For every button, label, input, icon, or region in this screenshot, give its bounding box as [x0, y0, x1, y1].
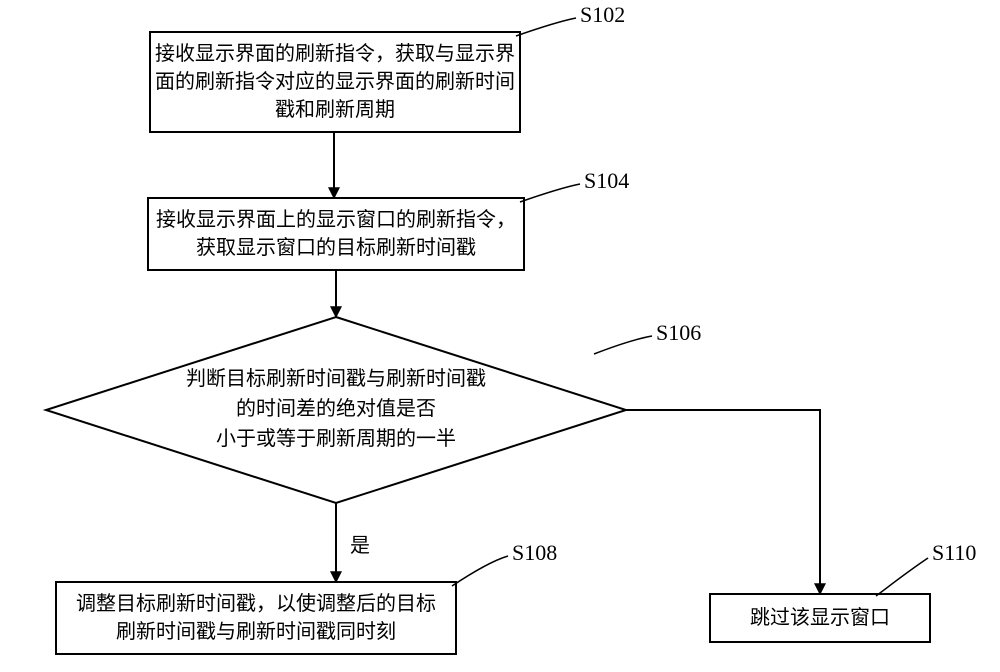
- label-s106: S106: [656, 320, 701, 345]
- node-s104: 接收显示界面上的显示窗口的刷新指令， 获取显示窗口的目标刷新时间戳 S104: [148, 168, 629, 270]
- label-s108: S108: [512, 540, 557, 565]
- leader-s104: [520, 184, 580, 202]
- node-s106-line-1: 的时间差的绝对值是否: [236, 397, 436, 420]
- node-s102-line-1: 面的刷新指令对应的显示界面的刷新时间: [155, 70, 515, 93]
- node-s104-line-1: 获取显示窗口的目标刷新时间戳: [196, 236, 476, 259]
- node-s106-line-2: 小于或等于刷新周期的一半: [216, 427, 456, 450]
- node-s106: 判断目标刷新时间戳与刷新时间戳的时间差的绝对值是否小于或等于刷新周期的一半 S10…: [46, 317, 701, 503]
- leader-s110: [876, 558, 928, 596]
- leader-s108: [452, 556, 508, 586]
- node-s102-line-2: 戳和刷新周期: [275, 98, 395, 121]
- node-s106-line-0: 判断目标刷新时间戳与刷新时间戳: [186, 367, 486, 390]
- label-s104: S104: [584, 168, 629, 193]
- node-s110: 跳过该显示窗口 S110: [710, 540, 976, 642]
- node-s108: 调整目标刷新时间戳，以使调整后的目标刷新时间戳与刷新时间戳同时刻 S108: [56, 540, 557, 654]
- leader-s102: [516, 18, 576, 36]
- node-s110-line-0: 跳过该显示窗口: [750, 606, 890, 629]
- edge-label-s106-s108: 是: [350, 535, 370, 557]
- node-s108-line-1: 刷新时间戳与刷新时间戳同时刻: [116, 620, 396, 643]
- node-s102: 接收显示界面的刷新指令，获取与显示界面的刷新指令对应的显示界面的刷新时间戳和刷新…: [150, 2, 625, 132]
- leader-s106: [594, 336, 652, 354]
- node-s104-line-0: 接收显示界面上的显示窗口的刷新指令，: [156, 208, 516, 231]
- label-s102: S102: [580, 2, 625, 27]
- edge-s106-s110: [626, 410, 820, 594]
- node-s102-line-0: 接收显示界面的刷新指令，获取与显示界: [155, 42, 515, 65]
- node-s108-line-0: 调整目标刷新时间戳，以使调整后的目标: [76, 592, 436, 615]
- label-s110: S110: [932, 540, 976, 565]
